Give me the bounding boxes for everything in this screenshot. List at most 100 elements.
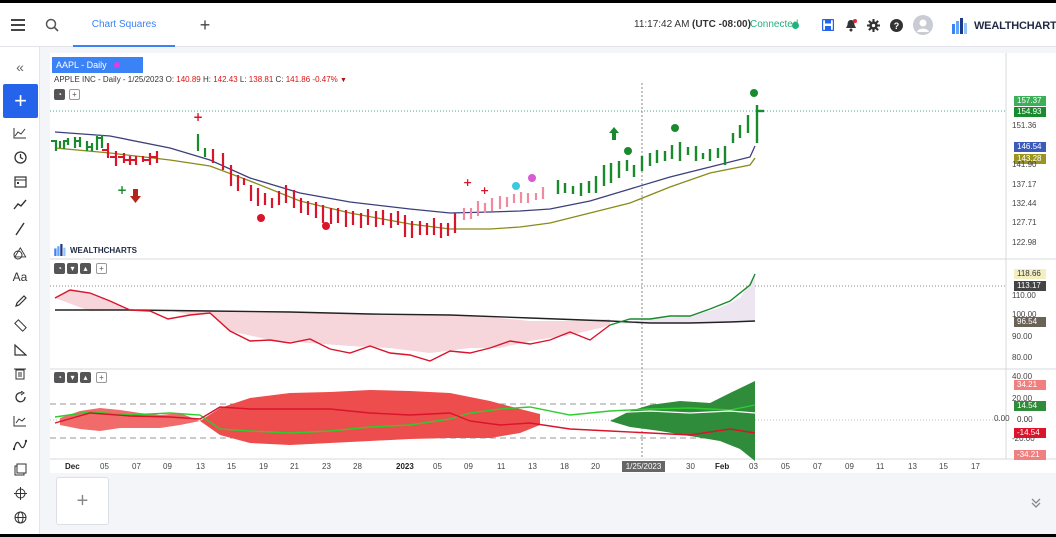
pane3-add-icon[interactable]: + — [96, 372, 107, 383]
chart-canvas[interactable]: + + + + — [50, 53, 1056, 473]
save-icon[interactable] — [818, 15, 838, 35]
osc2-green-line — [54, 404, 756, 434]
osc2-red-area — [200, 390, 540, 445]
pane2-up-icon[interactable]: ▴ — [80, 263, 91, 274]
alert-bell-icon[interactable] — [841, 15, 861, 35]
pane2-settings-icon[interactable]: ◔ — [54, 263, 65, 274]
pane3-up-icon[interactable]: ▴ — [80, 372, 91, 383]
price-tag-last: 154.93 — [1014, 107, 1046, 117]
osc2-tag-b: 14.54 — [1014, 401, 1046, 411]
x-label: 05 — [781, 462, 790, 471]
add-panel-button[interactable]: + — [56, 477, 109, 525]
pencil-icon[interactable] — [10, 291, 30, 311]
gear-icon[interactable] — [863, 15, 883, 35]
price-bars — [51, 105, 764, 238]
osc1-label: 80.00 — [1012, 353, 1033, 362]
x-label: 13 — [908, 462, 917, 471]
pane3-settings-icon[interactable]: ◔ — [54, 372, 65, 383]
osc2-tag-a: 34.21 — [1014, 380, 1046, 390]
indicator-icon[interactable] — [10, 411, 30, 431]
calendar-icon[interactable] — [10, 171, 30, 191]
tab-chart-squares[interactable]: Chart Squares — [73, 3, 175, 47]
menu-icon[interactable] — [8, 15, 28, 35]
price-label: 122.98 — [1012, 238, 1037, 247]
ruler-icon[interactable] — [10, 315, 30, 335]
measure-icon[interactable] — [10, 339, 30, 359]
osc2-tag-e: -34.21 — [1014, 450, 1046, 460]
expand-down-icon[interactable] — [1030, 497, 1044, 511]
pane2-down-icon[interactable]: ▾ — [67, 263, 78, 274]
x-label: 17 — [971, 462, 980, 471]
brand-logo-icon — [952, 18, 967, 34]
watermark: WEALTHCHARTS — [54, 243, 137, 257]
symbol-tag-label: AAPL - Daily — [56, 60, 107, 70]
ma-navy-line — [54, 131, 756, 214]
refresh-icon[interactable] — [10, 387, 30, 407]
crosshair-date-label: 1/25/2023 — [622, 461, 665, 472]
pane-settings-icon[interactable]: ◔ — [54, 89, 65, 100]
ma-olive-line — [54, 147, 756, 230]
crosshair-icon[interactable] — [10, 483, 30, 503]
x-label: 05 — [100, 462, 109, 471]
status-dot-icon — [792, 22, 799, 29]
x-label: 30 — [686, 462, 695, 471]
wave-icon[interactable] — [10, 435, 30, 455]
signal-markers: + + + + — [117, 89, 758, 230]
globe-icon[interactable] — [10, 507, 30, 527]
price-tag-ma2: 143.28 — [1014, 154, 1046, 164]
x-label: Dec — [65, 462, 80, 471]
x-label: 28 — [353, 462, 362, 471]
osc1-tag-a: 118.66 — [1014, 269, 1046, 279]
price-label: 151.36 — [1012, 121, 1037, 130]
interval-label: Daily — [102, 75, 121, 84]
chart-panel[interactable]: + + + + — [50, 53, 1056, 473]
osc2-tag-d: -14.54 — [1014, 428, 1046, 438]
x-label: 07 — [813, 462, 822, 471]
price-label: 127.71 — [1012, 218, 1037, 227]
add-chart-button[interactable]: + — [3, 84, 38, 118]
trend-icon[interactable] — [10, 195, 30, 215]
pane2-add-icon[interactable]: + — [96, 263, 107, 274]
add-tab-icon[interactable]: + — [199, 14, 211, 35]
connection-status: Connected — [750, 19, 799, 30]
x-label: 05 — [433, 462, 442, 471]
osc2-green-area — [610, 381, 755, 461]
trash-icon[interactable] — [10, 363, 30, 383]
collapse-sidebar-icon[interactable]: « — [16, 59, 24, 75]
change-value: -0.47% — [312, 75, 338, 84]
pane-add-icon[interactable]: + — [69, 89, 80, 100]
text-tool-icon[interactable]: Aa — [12, 270, 28, 284]
clock-icon[interactable] — [10, 147, 30, 167]
symbol-tag[interactable]: AAPL - Daily — [52, 57, 143, 73]
svg-text:+: + — [463, 176, 472, 189]
x-label: 15 — [227, 462, 236, 471]
osc2-label: 0.00 — [994, 414, 1010, 423]
osc1-label: 100.00 — [1012, 310, 1037, 319]
osc1-label: 90.00 — [1012, 332, 1033, 341]
high-value: 142.43 — [213, 75, 238, 84]
svg-text:?: ? — [893, 21, 899, 31]
collapse-triangle-icon[interactable]: ▼ — [340, 77, 347, 84]
timezone[interactable]: (UTC -08:00) — [692, 19, 751, 30]
layers-icon[interactable] — [10, 459, 30, 479]
help-icon[interactable]: ? — [886, 15, 906, 35]
line-chart-icon[interactable] — [10, 123, 30, 143]
price-label: 137.17 — [1012, 180, 1037, 189]
osc2-label: 20.00 — [1012, 394, 1033, 403]
x-label: 03 — [749, 462, 758, 471]
x-label: 13 — [196, 462, 205, 471]
x-label: 18 — [560, 462, 569, 471]
x-label: Feb — [715, 462, 730, 471]
legend-date: 1/25/2023 — [127, 75, 164, 84]
x-label: 09 — [464, 462, 473, 471]
brand-name: WEALTHCHARTS — [974, 20, 1056, 32]
shapes-icon[interactable] — [10, 243, 30, 263]
osc2-white-line — [579, 410, 756, 417]
clock: 11:17:42 AM — [634, 19, 690, 30]
osc2-tag-c: 0.00 — [1014, 415, 1046, 425]
pane3-down-icon[interactable]: ▾ — [67, 372, 78, 383]
x-label: 21 — [290, 462, 299, 471]
search-icon[interactable] — [42, 15, 62, 35]
avatar[interactable] — [912, 14, 934, 36]
trendline-icon[interactable] — [10, 219, 30, 239]
